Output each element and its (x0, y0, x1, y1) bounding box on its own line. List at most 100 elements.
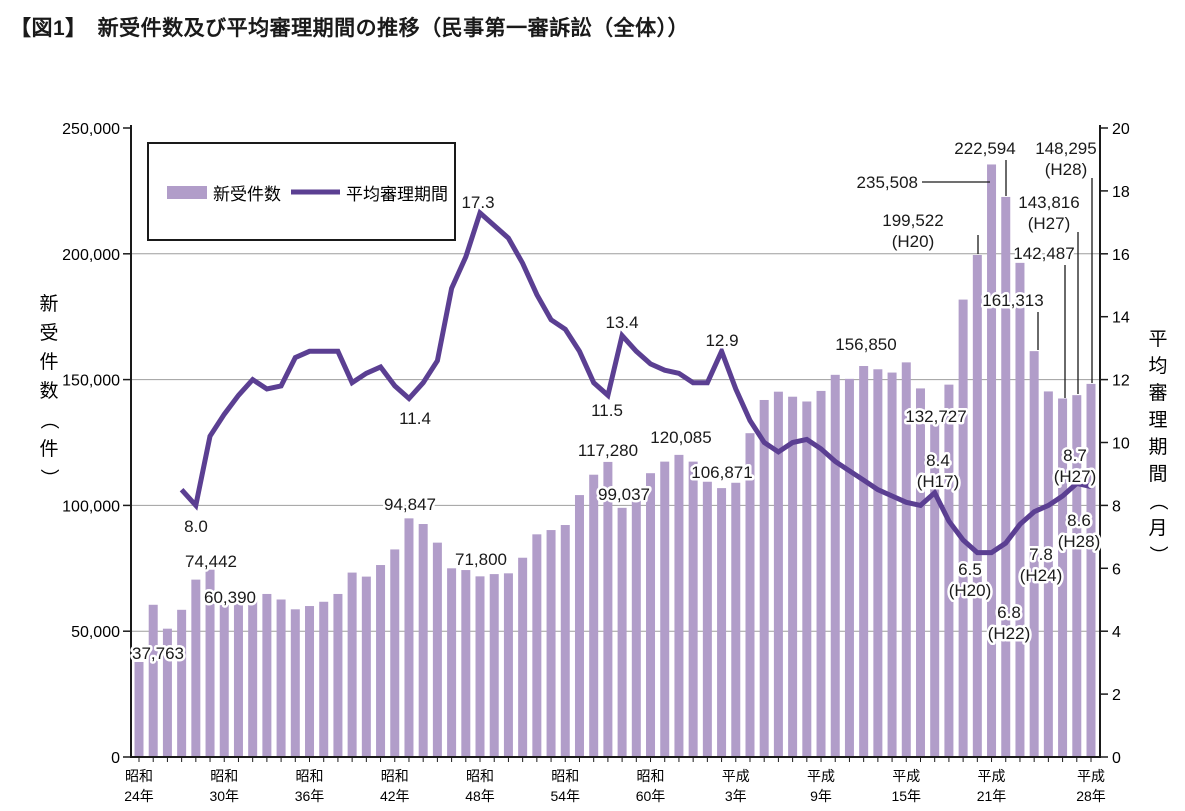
line-value-label: (H27) (1054, 467, 1097, 486)
bar-value-label: 143,816 (1018, 193, 1079, 212)
x-tick-year: 15年 (891, 788, 921, 804)
legend-bar-label: 新受件数 (213, 185, 281, 204)
bar-value-label: 94,847 (384, 495, 436, 514)
bar-value-label: 60,390 (204, 588, 256, 607)
right-axis-labels: 0 2 4 6 8 10 12 14 16 18 20 (1100, 121, 1130, 767)
line-value-label: 7.8 (1029, 545, 1053, 564)
bar (532, 534, 542, 757)
right-tick-label: 10 (1112, 436, 1130, 453)
left-tick-label: 200,000 (62, 247, 120, 264)
left-axis-title-char: （ (38, 410, 60, 429)
bar (447, 568, 457, 757)
left-axis-title: 新受件数（件） (38, 293, 60, 488)
bar-value-label: 222,594 (954, 139, 1015, 158)
bar (319, 601, 329, 757)
bar (148, 604, 158, 757)
bar (461, 570, 471, 757)
line-value-labels: 8.0 11.4 17.3 11.5 13.4 12.9 8.4 (H17) 6.5 (H20) 6… (182, 191, 1103, 646)
bar (489, 574, 499, 757)
bar-value-label: 120,085 (650, 428, 711, 447)
x-tick-year: 48年 (465, 788, 495, 804)
line-value-label: 11.5 (591, 401, 623, 420)
bar-value-label: 235,508 (857, 173, 918, 192)
bar (873, 369, 883, 757)
bar-value-label: (H27) (1028, 214, 1071, 233)
right-axis-title-char: 平 (1148, 329, 1167, 350)
x-tick-era: 昭和 (381, 768, 409, 784)
bar-series (134, 164, 1096, 757)
x-axis-ticks (138, 757, 1092, 762)
left-axis-title-char: ） (38, 468, 60, 487)
left-tick-label: 250,000 (62, 121, 120, 138)
x-tick-era: 昭和 (125, 768, 153, 784)
bar (475, 576, 485, 757)
bar (1072, 395, 1082, 757)
bar (503, 573, 513, 757)
bar (276, 599, 286, 757)
bar (617, 507, 627, 757)
bar (688, 461, 698, 757)
bar (1043, 391, 1053, 757)
bar (305, 606, 315, 757)
bar-value-label: 156,850 (835, 335, 896, 354)
line-value-label: 8.4 (926, 451, 950, 470)
left-axis-title-char: 新 (39, 293, 58, 315)
right-axis-title-char: 間 (1148, 464, 1167, 485)
bar (162, 628, 172, 757)
legend-bar-swatch (167, 186, 207, 199)
bar (646, 473, 656, 757)
bar (674, 454, 684, 757)
left-axis-title-char: 件 (39, 351, 58, 373)
left-tick-label: 0 (111, 750, 120, 767)
bar (205, 569, 215, 757)
bar (333, 593, 343, 757)
bar (816, 390, 826, 757)
bar (1015, 262, 1025, 757)
bar (574, 495, 584, 757)
bar (560, 525, 570, 757)
bar-value-label: 37,763 (132, 644, 184, 663)
x-tick-year: 54年 (550, 788, 580, 804)
bar (134, 661, 144, 757)
line-value-label: 13.4 (605, 313, 638, 332)
bar (887, 372, 897, 757)
right-tick-label: 18 (1112, 184, 1130, 201)
bar-value-label: 99,037 (598, 485, 650, 504)
left-axis-title-char: 数 (39, 380, 58, 402)
x-tick-year: 24年 (124, 788, 154, 804)
bar (248, 596, 258, 757)
bar (262, 593, 272, 757)
bar (1029, 351, 1039, 757)
x-tick-year: 36年 (295, 788, 325, 804)
bar (972, 255, 982, 757)
x-tick-year: 28年 (1076, 788, 1106, 804)
line-value-label: 12.9 (705, 331, 738, 350)
bar (830, 374, 840, 757)
x-tick-year: 3年 (725, 788, 747, 804)
legend-line-label: 平均審理期間 (346, 185, 448, 204)
line-value-label: 6.8 (997, 603, 1021, 622)
bar (731, 482, 741, 757)
x-tick-era: 昭和 (210, 768, 238, 784)
bar-value-label: (H20) (892, 232, 935, 251)
bar (844, 378, 854, 757)
bar (901, 362, 911, 757)
bar (390, 549, 400, 757)
bar-value-label: 148,295 (1035, 139, 1096, 158)
line-value-label: (H24) (1020, 566, 1063, 585)
bar (930, 423, 940, 757)
bar (1058, 398, 1068, 757)
line-value-label: (H28) (1058, 532, 1101, 551)
bar (589, 474, 599, 757)
left-axis-labels: 0 50,000 100,000 150,000 200,000 250,000 (62, 121, 131, 767)
bar (177, 609, 187, 757)
axes (130, 125, 1101, 758)
figure-title: 【図1】 新受件数及び平均審理期間の推移（民事第一審訴訟（全体）） (10, 17, 690, 40)
left-axis-title-char: 件 (39, 438, 58, 460)
bar (1001, 196, 1011, 757)
line-value-label: 11.4 (399, 409, 431, 428)
bar (603, 461, 613, 757)
bar (1086, 383, 1096, 757)
x-tick-era: 平成 (1077, 768, 1105, 784)
